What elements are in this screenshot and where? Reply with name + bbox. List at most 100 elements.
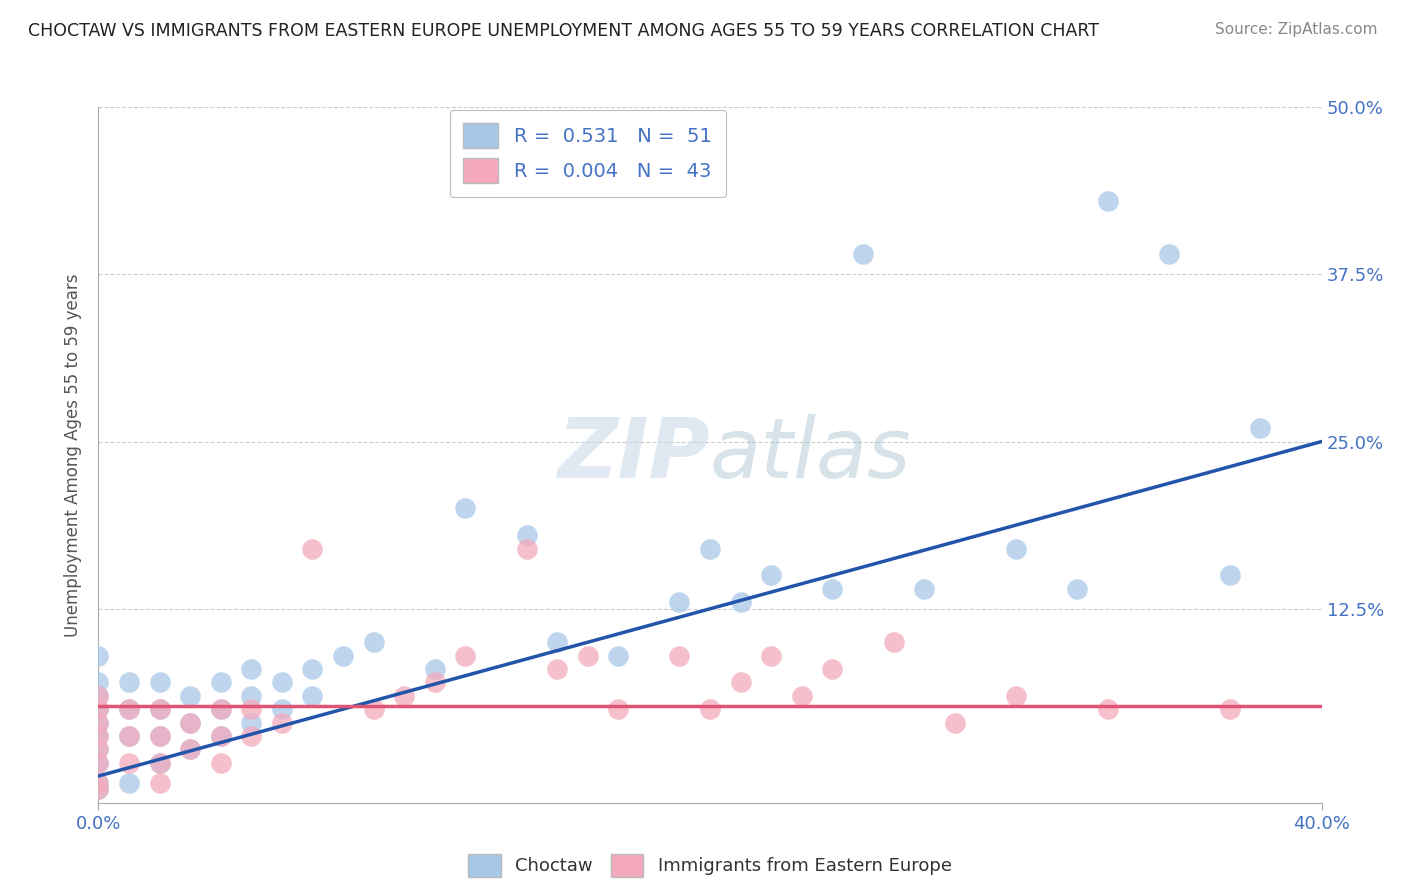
Point [87,702,110,716]
Point [149,729,172,743]
Point [209,756,232,770]
Point [209,675,232,690]
Point [87,675,110,690]
Point [821,582,844,596]
Point [87,729,110,743]
Point [301,689,323,703]
Legend: Choctaw, Immigrants from Eastern Europe: Choctaw, Immigrants from Eastern Europe [461,847,959,884]
Point [87,729,110,743]
Point [149,729,172,743]
Point [912,582,935,596]
Point [730,675,752,690]
Point [240,702,263,716]
Point [87,742,110,756]
Point [87,689,110,703]
Point [87,742,110,756]
Point [87,756,110,770]
Point [392,689,416,703]
Point [668,648,690,663]
Point [240,662,263,676]
Point [87,715,110,730]
Point [270,675,292,690]
Point [1004,541,1026,556]
Point [1219,568,1241,582]
Point [87,756,110,770]
Point [1097,194,1119,208]
Text: atlas: atlas [710,415,911,495]
Point [668,595,690,609]
Point [301,662,323,676]
Point [179,742,201,756]
Point [546,662,568,676]
Point [118,702,141,716]
Point [454,501,477,516]
Point [607,648,630,663]
Point [149,756,172,770]
Point [546,635,568,649]
Point [699,541,721,556]
Point [179,715,201,730]
Point [423,662,446,676]
Point [118,775,141,790]
Text: ZIP: ZIP [557,415,710,495]
Point [423,675,446,690]
Point [209,702,232,716]
Point [821,662,844,676]
Point [149,702,172,716]
Point [87,775,110,790]
Point [1097,702,1119,716]
Point [270,702,292,716]
Point [240,689,263,703]
Point [270,715,292,730]
Point [149,702,172,716]
Point [516,541,538,556]
Point [699,702,721,716]
Point [1004,689,1026,703]
Point [87,689,110,703]
Point [852,247,875,261]
Text: Source: ZipAtlas.com: Source: ZipAtlas.com [1215,22,1378,37]
Point [607,702,630,716]
Point [118,675,141,690]
Point [1066,582,1088,596]
Y-axis label: Unemployment Among Ages 55 to 59 years: Unemployment Among Ages 55 to 59 years [65,273,83,637]
Point [87,715,110,730]
Point [1219,702,1241,716]
Point [240,729,263,743]
Point [332,648,354,663]
Point [118,702,141,716]
Point [87,702,110,716]
Point [149,775,172,790]
Point [943,715,966,730]
Point [1157,247,1180,261]
Point [118,756,141,770]
Point [363,702,385,716]
Point [209,729,232,743]
Point [87,775,110,790]
Point [363,635,385,649]
Point [730,595,752,609]
Point [240,715,263,730]
Point [790,689,813,703]
Point [209,729,232,743]
Point [209,702,232,716]
Point [1249,421,1271,435]
Point [516,528,538,542]
Point [883,635,905,649]
Point [454,648,477,663]
Point [759,568,782,582]
Point [87,782,110,797]
Point [118,729,141,743]
Point [87,782,110,797]
Point [179,689,201,703]
Point [301,541,323,556]
Point [149,756,172,770]
Point [759,648,782,663]
Point [149,675,172,690]
Point [118,729,141,743]
Text: CHOCTAW VS IMMIGRANTS FROM EASTERN EUROPE UNEMPLOYMENT AMONG AGES 55 TO 59 YEARS: CHOCTAW VS IMMIGRANTS FROM EASTERN EUROP… [28,22,1099,40]
Point [179,715,201,730]
Point [179,742,201,756]
Point [576,648,599,663]
Point [87,648,110,663]
